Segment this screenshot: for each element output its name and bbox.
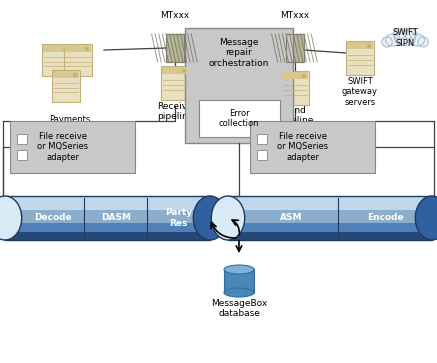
FancyBboxPatch shape: [64, 44, 92, 76]
FancyBboxPatch shape: [347, 42, 373, 49]
FancyBboxPatch shape: [185, 28, 293, 143]
Ellipse shape: [0, 196, 22, 240]
Ellipse shape: [404, 29, 417, 39]
Text: Error
collection: Error collection: [219, 109, 259, 128]
Text: Encode: Encode: [367, 213, 403, 223]
FancyBboxPatch shape: [17, 134, 27, 144]
FancyBboxPatch shape: [162, 67, 188, 74]
Ellipse shape: [382, 37, 392, 47]
Ellipse shape: [224, 288, 254, 297]
FancyBboxPatch shape: [282, 72, 308, 79]
Ellipse shape: [393, 29, 406, 39]
FancyBboxPatch shape: [5, 196, 210, 240]
FancyBboxPatch shape: [224, 269, 254, 293]
Ellipse shape: [409, 34, 424, 46]
Text: Send
pipeline: Send pipeline: [277, 106, 313, 125]
FancyBboxPatch shape: [5, 218, 210, 232]
FancyBboxPatch shape: [52, 70, 80, 102]
FancyBboxPatch shape: [5, 210, 210, 223]
Text: Payments
application
or Trading
system: Payments application or Trading system: [47, 115, 93, 155]
Text: MTxxx: MTxxx: [281, 11, 310, 20]
Text: File receive
or MQSeries
adapter: File receive or MQSeries adapter: [277, 132, 328, 162]
Ellipse shape: [85, 47, 89, 51]
FancyBboxPatch shape: [250, 121, 375, 173]
Text: Party
Res: Party Res: [165, 208, 192, 228]
Text: File receive
or MQSeries
adapter: File receive or MQSeries adapter: [37, 132, 88, 162]
Text: Receive
pipeline: Receive pipeline: [157, 102, 193, 121]
FancyBboxPatch shape: [286, 34, 304, 62]
Ellipse shape: [418, 37, 428, 47]
FancyBboxPatch shape: [42, 44, 70, 76]
Text: MTxxx: MTxxx: [160, 11, 190, 20]
FancyBboxPatch shape: [10, 121, 135, 173]
FancyBboxPatch shape: [198, 100, 280, 137]
Ellipse shape: [302, 74, 306, 78]
FancyBboxPatch shape: [228, 218, 432, 232]
Ellipse shape: [193, 196, 227, 240]
Ellipse shape: [63, 47, 67, 51]
Ellipse shape: [385, 34, 400, 46]
Ellipse shape: [395, 30, 416, 45]
FancyBboxPatch shape: [346, 41, 374, 75]
Text: ASM: ASM: [280, 213, 303, 223]
Ellipse shape: [182, 69, 186, 73]
FancyBboxPatch shape: [228, 196, 432, 240]
Text: MessageBox
database: MessageBox database: [211, 299, 267, 318]
FancyBboxPatch shape: [5, 232, 210, 240]
Text: SWIFT
SIPN: SWIFT SIPN: [392, 28, 418, 48]
FancyBboxPatch shape: [65, 45, 91, 52]
FancyBboxPatch shape: [53, 71, 79, 78]
Ellipse shape: [415, 196, 437, 240]
FancyBboxPatch shape: [228, 232, 432, 240]
FancyBboxPatch shape: [17, 150, 27, 160]
FancyBboxPatch shape: [257, 150, 267, 160]
Text: SWIFT
gateway
servers: SWIFT gateway servers: [342, 77, 378, 107]
FancyBboxPatch shape: [228, 210, 432, 223]
Ellipse shape: [73, 73, 77, 77]
FancyBboxPatch shape: [257, 134, 267, 144]
Text: Message
repair
orchestration: Message repair orchestration: [209, 38, 269, 68]
Ellipse shape: [367, 44, 371, 48]
Ellipse shape: [224, 265, 254, 274]
FancyBboxPatch shape: [43, 45, 69, 52]
FancyBboxPatch shape: [5, 196, 210, 210]
Text: DASM: DASM: [101, 213, 131, 223]
Text: Decode: Decode: [34, 213, 72, 223]
FancyBboxPatch shape: [281, 71, 309, 105]
Ellipse shape: [211, 196, 245, 240]
FancyBboxPatch shape: [228, 196, 432, 210]
FancyBboxPatch shape: [161, 66, 189, 100]
FancyBboxPatch shape: [166, 34, 184, 62]
